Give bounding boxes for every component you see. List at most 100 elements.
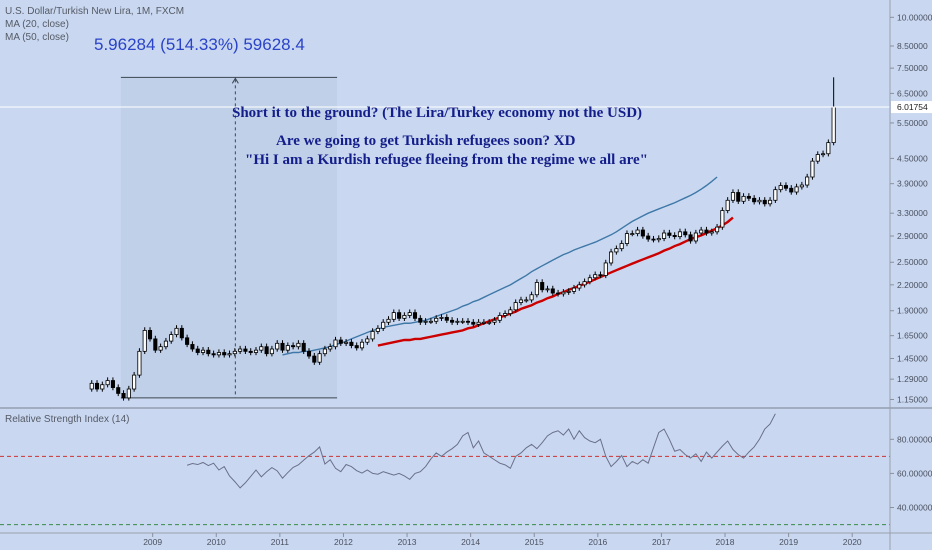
candle-bull[interactable] (163, 340, 168, 348)
candle-bull[interactable] (227, 353, 232, 356)
candle-bear[interactable] (211, 353, 216, 356)
candle-bull[interactable] (624, 233, 630, 244)
candle-bull[interactable] (677, 231, 683, 238)
candle-bull[interactable] (821, 153, 826, 156)
candle-bear[interactable] (264, 346, 269, 355)
candle-bull[interactable] (365, 338, 370, 343)
candle-bear[interactable] (121, 393, 126, 399)
candle-bull[interactable] (333, 339, 338, 348)
candle-bear[interactable] (153, 338, 158, 351)
price-axis[interactable]: 10.00000 8.50000 7.50000 6.50000 5.50000 4.50… (890, 12, 932, 404)
candle-bull[interactable] (566, 290, 571, 293)
candle-bear[interactable] (190, 344, 195, 350)
candle-bear[interactable] (185, 337, 190, 345)
candle-bull[interactable] (285, 345, 290, 351)
candle-bull[interactable] (391, 312, 396, 320)
candle-bear[interactable] (147, 329, 153, 340)
candle-bull[interactable] (603, 262, 608, 276)
price-pane[interactable] (0, 76, 890, 401)
candle-bull[interactable] (317, 353, 322, 363)
time-axis[interactable]: 2009 2010 2011 2012 2013 2014 2015 2016 2017 2018… (143, 533, 862, 547)
candle-bear[interactable] (736, 192, 741, 202)
candle-bull[interactable] (238, 348, 243, 352)
symbol-legend[interactable]: U.S. Dollar/Turkish New Lira, 1M, FXCM (5, 6, 184, 17)
candle-bull[interactable] (381, 321, 386, 329)
candle-bull[interactable] (402, 315, 407, 319)
candle-bear[interactable] (672, 235, 677, 238)
candle-bear[interactable] (450, 319, 455, 323)
candle-bear[interactable] (116, 387, 121, 394)
candle-bear[interactable] (556, 292, 561, 295)
candle-bear[interactable] (195, 348, 200, 353)
candle-bear[interactable] (110, 380, 115, 388)
candle-bull[interactable] (524, 299, 529, 302)
candle-bull[interactable] (582, 281, 587, 286)
candle-bear[interactable] (688, 234, 693, 242)
candle-bull[interactable] (614, 248, 619, 253)
candle-bull[interactable] (269, 348, 274, 355)
candle-bull[interactable] (518, 299, 524, 303)
candle-bear[interactable] (746, 195, 751, 199)
candle-bull[interactable] (434, 317, 439, 322)
candle-bull[interactable] (253, 349, 259, 353)
candle-bear[interactable] (280, 342, 285, 351)
candle-bull[interactable] (328, 346, 333, 350)
candle-bear[interactable] (667, 232, 672, 236)
candle-bull[interactable] (275, 342, 280, 350)
candle-bear[interactable] (418, 317, 423, 323)
candle-bear[interactable] (683, 231, 688, 236)
candle-bull[interactable] (577, 284, 582, 289)
candle-bull[interactable] (715, 226, 720, 233)
candle-bull[interactable] (587, 277, 592, 283)
candle-bull[interactable] (344, 341, 349, 344)
candle-bull[interactable] (428, 320, 433, 323)
candle-bear[interactable] (94, 382, 100, 390)
candle-bear[interactable] (752, 197, 757, 203)
candle-bull[interactable] (815, 154, 820, 162)
candle-bear[interactable] (651, 238, 656, 241)
candle-bull[interactable] (439, 316, 444, 319)
candle-bull[interactable] (513, 302, 518, 311)
candle-bull[interactable] (296, 342, 301, 348)
candle-bull[interactable] (561, 291, 566, 295)
candle-bear[interactable] (206, 349, 211, 355)
candle-bull[interactable] (455, 320, 460, 323)
candle-bull[interactable] (503, 313, 508, 316)
candle-bull[interactable] (174, 327, 179, 335)
candle-bear[interactable] (412, 312, 418, 319)
candle-bear[interactable] (783, 185, 789, 189)
candle-bull[interactable] (158, 346, 163, 351)
candle-bear[interactable] (598, 274, 603, 277)
candle-bull[interactable] (100, 384, 105, 390)
candle-bull[interactable] (169, 334, 174, 342)
candle-bear[interactable] (354, 345, 359, 349)
candle-bull[interactable] (593, 274, 598, 279)
candle-bear[interactable] (243, 348, 248, 352)
candle-bull[interactable] (831, 106, 836, 144)
rsi-axis[interactable]: 80.00000 60.00000 40.00000 (890, 434, 932, 513)
candle-series[interactable] (89, 77, 836, 401)
candle-bull[interactable] (89, 382, 94, 390)
candle-bull[interactable] (534, 282, 539, 296)
candle-bear[interactable] (397, 312, 402, 319)
candle-bull[interactable] (529, 294, 534, 301)
rsi-legend[interactable]: Relative Strength Index (14) (5, 414, 130, 425)
candle-bull[interactable] (630, 233, 635, 236)
candle-bull[interactable] (487, 321, 492, 324)
candle-bull[interactable] (794, 186, 799, 193)
candle-bear[interactable] (248, 350, 253, 353)
candle-bull[interactable] (730, 192, 736, 201)
candle-bull[interactable] (508, 309, 513, 314)
candle-bear[interactable] (444, 316, 449, 321)
candle-bull[interactable] (619, 243, 624, 250)
candle-bull[interactable] (216, 352, 221, 356)
candle-bull[interactable] (826, 142, 831, 155)
candle-bull[interactable] (492, 319, 497, 323)
candle-bull[interactable] (757, 199, 762, 203)
candle-bull[interactable] (799, 184, 804, 188)
candle-bear[interactable] (222, 352, 227, 356)
candle-bull[interactable] (656, 238, 661, 241)
candle-bull[interactable] (805, 176, 810, 186)
candle-bear[interactable] (301, 342, 306, 352)
